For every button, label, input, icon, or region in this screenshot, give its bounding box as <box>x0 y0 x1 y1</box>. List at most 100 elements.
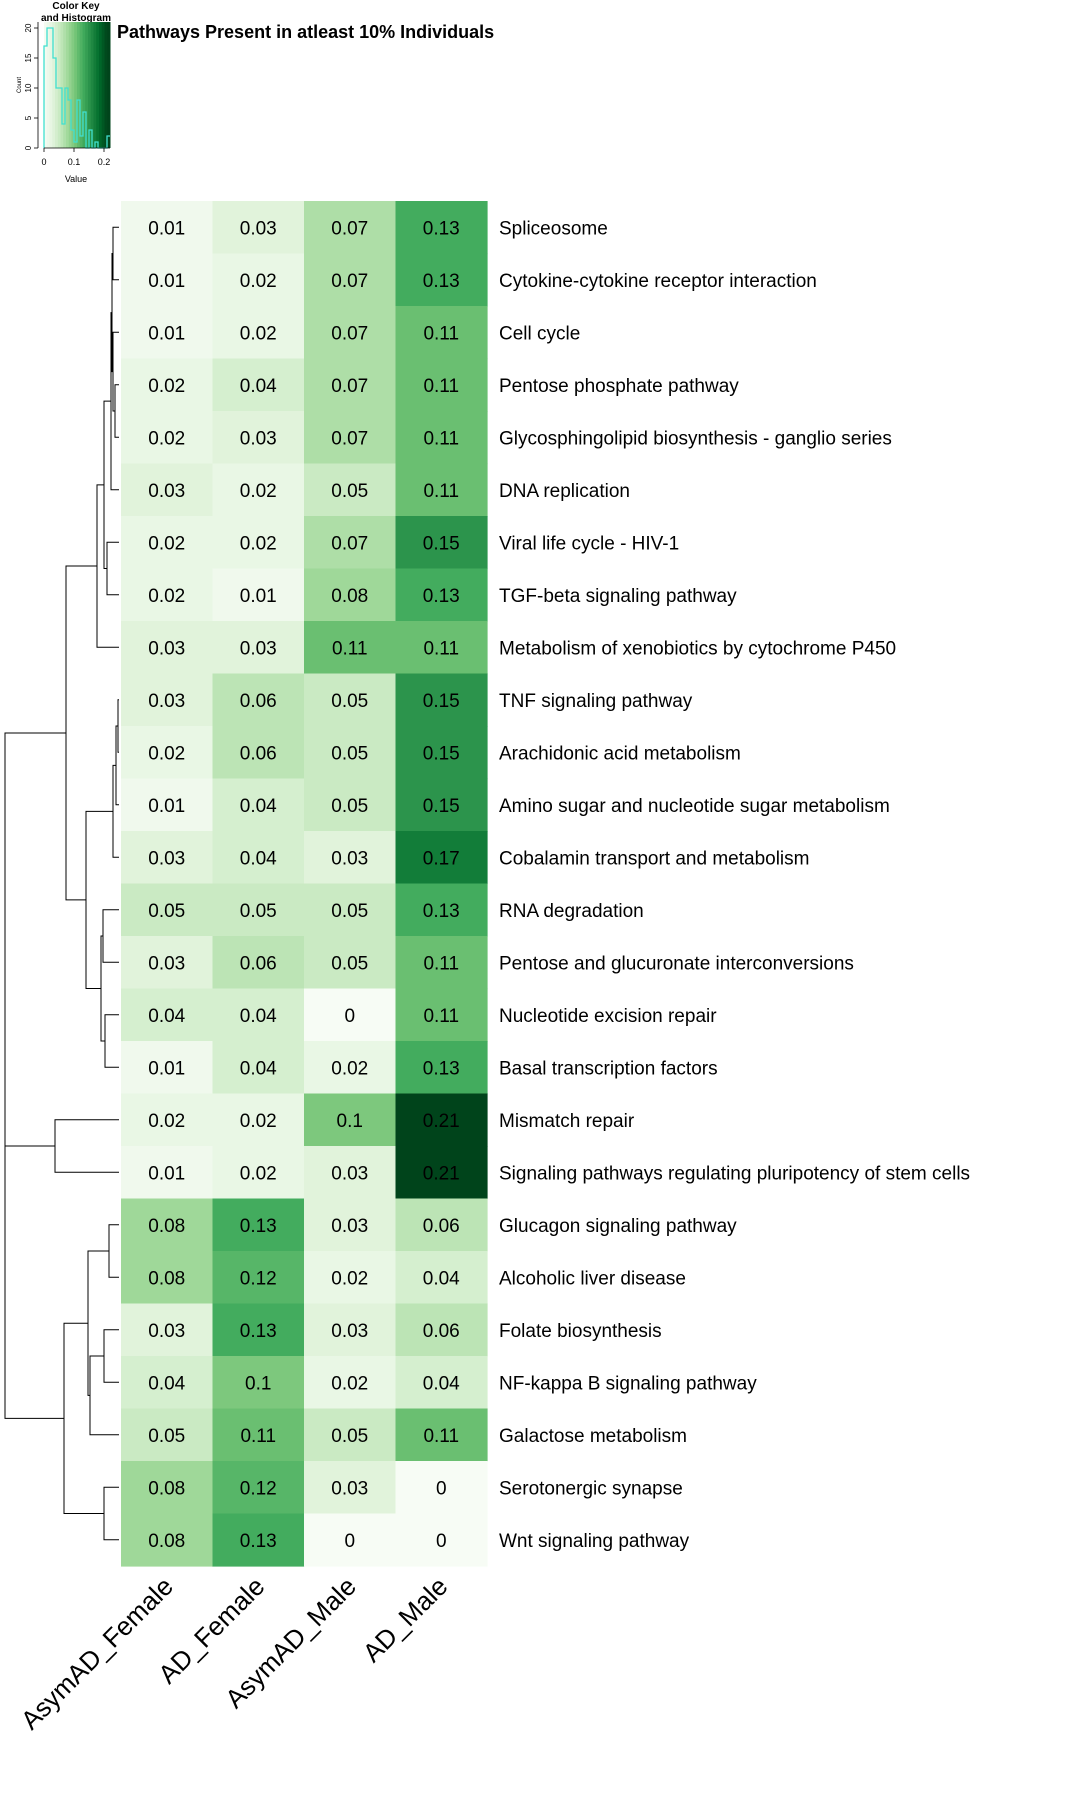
cell-value-label: 0.03 <box>331 1478 368 1499</box>
cell-value-label: 0.03 <box>148 691 185 712</box>
cell-value-label: 0.13 <box>240 1216 277 1237</box>
cell-value-label: 0.07 <box>331 218 368 239</box>
heatmap-cell <box>395 1303 488 1357</box>
cell-value-label: 0.03 <box>331 1216 368 1237</box>
heatmap-cell <box>212 673 305 727</box>
cell-value-label: 0.13 <box>423 1058 460 1079</box>
heatmap-cell <box>212 1093 305 1147</box>
cell-value-label: 0.05 <box>331 743 368 764</box>
heatmap-cell <box>212 778 305 832</box>
color-key-band <box>96 22 100 148</box>
heatmap-cell <box>212 1251 305 1305</box>
heatmap-cells <box>121 201 488 1567</box>
heatmap-cell <box>121 1408 214 1462</box>
row-label: Cell cycle <box>499 323 580 344</box>
heatmap-cell <box>395 1146 488 1200</box>
heatmap-cell <box>395 1251 488 1305</box>
heatmap-cell <box>121 358 214 412</box>
cell-value-label: 0.01 <box>148 271 185 292</box>
heatmap-cell <box>121 1198 214 1252</box>
cell-value-label: 0.1 <box>245 1373 271 1394</box>
heatmap-cell <box>212 568 305 622</box>
color-key-x-tick-label: 0 <box>41 157 46 167</box>
cell-value-label: 0.06 <box>240 953 277 974</box>
heatmap-cell <box>395 516 488 570</box>
cell-value-label: 0.15 <box>423 533 460 554</box>
heatmap-cell <box>121 621 214 675</box>
cell-value-label: 0.07 <box>331 533 368 554</box>
row-label: Serotonergic synapse <box>499 1478 683 1499</box>
row-label: NF-kappa B signaling pathway <box>499 1373 757 1394</box>
heatmap-cell <box>304 1461 397 1515</box>
row-label: Spliceosome <box>499 218 608 239</box>
cell-value-label: 0.04 <box>240 376 277 397</box>
cell-value-label: 0.11 <box>423 1426 459 1447</box>
heatmap-cell <box>121 1251 214 1305</box>
row-label: DNA replication <box>499 481 630 502</box>
cell-value-label: 0.03 <box>148 848 185 869</box>
cell-value-label: 0.07 <box>331 323 368 344</box>
row-label: Alcoholic liver disease <box>499 1268 686 1289</box>
cell-value-label: 0.13 <box>423 586 460 607</box>
cell-value-label: 0.02 <box>148 586 185 607</box>
cell-value-label: 0.01 <box>148 1163 185 1184</box>
dendrogram-branch <box>108 1224 119 1278</box>
cell-value-label: 0.04 <box>240 1058 277 1079</box>
cell-value-label: 0.05 <box>331 691 368 712</box>
color-key-band <box>49 22 53 148</box>
row-label: Viral life cycle - HIV-1 <box>499 533 679 554</box>
cell-value-label: 0.03 <box>331 1163 368 1184</box>
cell-value-label: 0.02 <box>240 323 277 344</box>
color-key-ylabel: Count <box>17 77 23 93</box>
color-key-band <box>60 22 64 148</box>
heatmap-cell <box>395 936 488 990</box>
heatmap-cell <box>121 1461 214 1515</box>
cell-value-label: 0.04 <box>240 796 277 817</box>
row-dendrogram <box>4 226 119 1541</box>
column-label: AD_Male <box>357 1571 454 1668</box>
cell-value-label: 0.11 <box>423 638 459 659</box>
heatmap-cell <box>304 673 397 727</box>
heatmap-cell <box>395 726 488 780</box>
cell-value-label: 0.05 <box>148 901 185 922</box>
dendrogram-branch <box>106 541 119 596</box>
cell-value-label: 0.02 <box>240 1163 277 1184</box>
row-label: Nucleotide excision repair <box>499 1006 717 1027</box>
heatmap-cell <box>304 568 397 622</box>
cell-value-label: 0.06 <box>240 743 277 764</box>
cell-value-label: 0.07 <box>331 428 368 449</box>
dendrogram-branch <box>104 1014 119 1068</box>
heatmap-cell <box>395 568 488 622</box>
heatmap-cell <box>212 726 305 780</box>
heatmap-cell <box>304 253 397 307</box>
color-key-gradient <box>44 22 111 148</box>
color-key-xlabel: Value <box>65 174 87 184</box>
heatmap-cell <box>212 516 305 570</box>
cell-value-label: 0.05 <box>331 1426 368 1447</box>
cell-value-label: 0.08 <box>331 586 368 607</box>
heatmap-cell <box>304 831 397 885</box>
cell-value-label: 0.02 <box>240 1111 277 1132</box>
dendrogram-branch <box>117 699 119 753</box>
cell-value-label: 0.04 <box>423 1373 460 1394</box>
cell-value-label: 0.11 <box>240 1426 276 1447</box>
cell-value-label: 0.06 <box>240 691 277 712</box>
cell-value-label: 0.06 <box>423 1216 460 1237</box>
cell-value-label: 0.08 <box>148 1531 185 1552</box>
cell-value-label: 0.05 <box>331 481 368 502</box>
heatmap-cell <box>395 988 488 1042</box>
row-label: Signaling pathways regulating pluripoten… <box>499 1163 970 1184</box>
heatmap-cell <box>212 1198 305 1252</box>
cell-value-label: 0 <box>436 1531 447 1552</box>
heatmap-cell <box>304 201 397 255</box>
heatmap-cell <box>304 936 397 990</box>
heatmap-cell <box>395 778 488 832</box>
cell-value-label: 0.12 <box>240 1268 277 1289</box>
heatmap-cell <box>304 778 397 832</box>
row-label: TGF-beta signaling pathway <box>499 586 737 607</box>
heatmap-cell <box>304 306 397 360</box>
color-key-band <box>44 22 48 148</box>
cell-value-label: 0.04 <box>148 1006 185 1027</box>
heatmap-cell <box>304 516 397 570</box>
cell-value-label: 0.03 <box>331 1321 368 1342</box>
